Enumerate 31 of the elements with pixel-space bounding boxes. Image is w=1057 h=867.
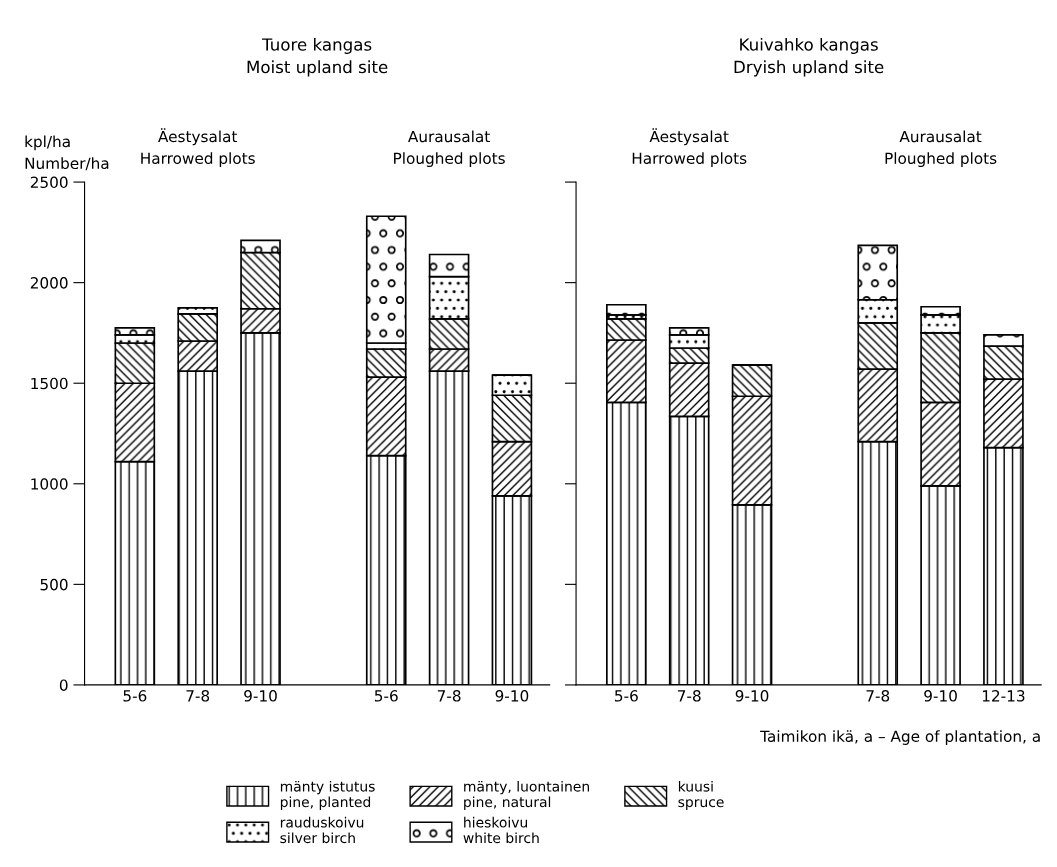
- x-tick-label: 9-10: [495, 690, 529, 702]
- x-tick-label: 5-6: [123, 690, 147, 702]
- x-tick-label: 9-10: [924, 690, 957, 702]
- legend-label: hieskoivu white birch: [463, 816, 539, 844]
- legend-label: mänty, luontainen pine, natural: [464, 780, 589, 810]
- x-tick-label: 5-6: [374, 690, 398, 702]
- x-tick-label: 12-13: [982, 690, 1025, 702]
- x-tick-label: 9-10: [244, 690, 277, 702]
- x-tick-label: 5-6: [615, 690, 638, 702]
- text: Äestysalat Harrowed plots: [632, 128, 747, 167]
- legend-label: kuusi spruce: [678, 780, 724, 810]
- x-tick-label: 7-8: [186, 690, 210, 702]
- legend-label: mänty istutus pine, planted: [280, 780, 375, 810]
- x-tick-label: 7-8: [677, 690, 701, 702]
- text: Aurausalat Ploughed plots: [885, 130, 997, 167]
- text: Äestysalat Harrowed plots: [141, 128, 255, 167]
- y-tick-label: 1000: [31, 478, 68, 490]
- legend-label: rauduskoivu silver birch: [280, 816, 364, 844]
- y-tick-label: 2500: [30, 176, 68, 189]
- y-tick-label: 0: [59, 679, 68, 691]
- y-tick-label: 500: [40, 578, 68, 591]
- chart-title: Tuore kangas Moist upland site: [247, 37, 388, 77]
- y-tick-label: 1500: [31, 377, 68, 390]
- x-tick-label: 9-10: [735, 690, 769, 702]
- y-tick-label: 2000: [30, 277, 68, 289]
- x-axis-title: Taimikon ikä, a – Age of plantation, a: [760, 730, 1040, 745]
- text: Aurausalat Ploughed plots: [394, 130, 505, 167]
- chart-title: Kuivahko kangas Dryish upland site: [734, 37, 884, 77]
- x-tick-label: 7-8: [437, 690, 461, 702]
- y-axis-title: kpl/ha Number/ha: [25, 135, 109, 171]
- x-tick-label: 7-8: [866, 690, 890, 702]
